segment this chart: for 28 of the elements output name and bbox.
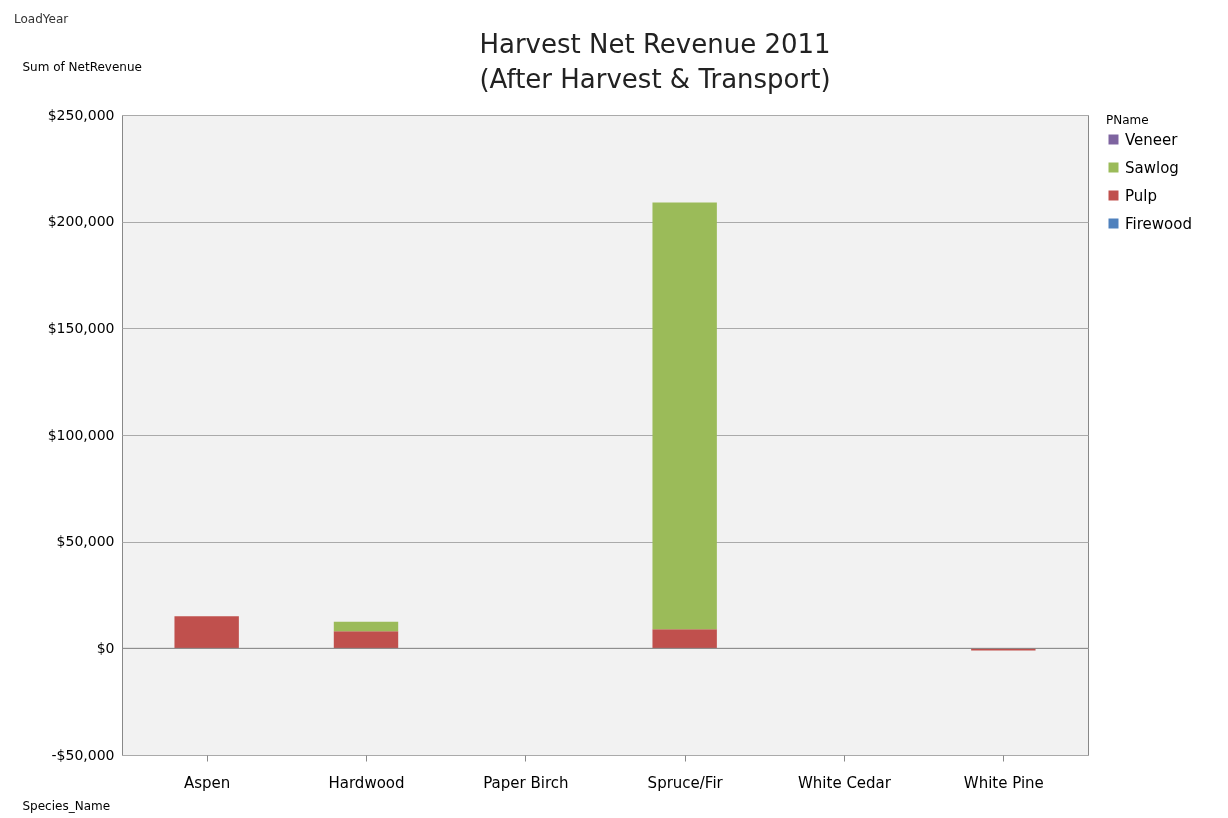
y-tick-label: $200,000 — [47, 213, 115, 230]
text: LoadYear — [14, 12, 69, 26]
legend-label: Sawlog — [1125, 158, 1179, 177]
y-tick-label: $50,000 — [56, 533, 115, 550]
legend-title: PName — [1106, 113, 1149, 127]
legend-label: Veneer — [1125, 130, 1179, 149]
x-tick-label: Hardwood — [328, 773, 405, 792]
y-tick-label: $100,000 — [47, 426, 115, 443]
x-axis-title: Species_Name — [22, 798, 111, 813]
y-tick-label: -$50,000 — [51, 746, 115, 763]
bar — [333, 621, 399, 632]
bar — [174, 616, 239, 649]
x-tick-label: Paper Birch — [483, 773, 569, 792]
x-tick-label: White Cedar — [798, 773, 892, 792]
y-axis-title: Sum of NetRevenue — [22, 59, 142, 74]
y-tick-label: $0 — [96, 639, 115, 656]
x-tick-label: Spruce/Fir — [647, 773, 724, 792]
bar — [333, 631, 399, 649]
y-tick-label: $250,000 — [47, 106, 115, 123]
bar — [652, 629, 717, 649]
text: (After Harvest & Transport) — [479, 64, 831, 94]
y-tick-label: $150,000 — [47, 319, 115, 336]
legend-label: Firewood — [1125, 214, 1192, 233]
x-tick-label: White Pine — [963, 773, 1044, 792]
text: Harvest Net Revenue 2011 — [479, 29, 831, 59]
x-tick-label: Aspen — [183, 773, 231, 792]
legend-label: Pulp — [1125, 186, 1157, 205]
bar — [652, 202, 717, 630]
